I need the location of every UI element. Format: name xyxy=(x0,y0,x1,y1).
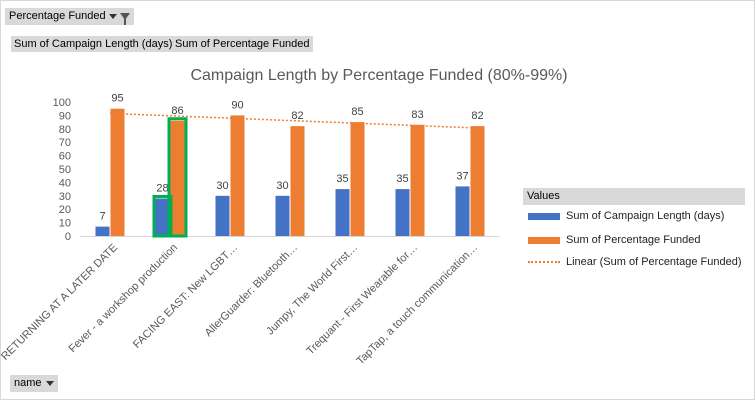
bar-campaign-length xyxy=(155,198,170,236)
y-tick-label: 70 xyxy=(59,137,71,149)
dropdown-arrow-icon xyxy=(45,381,54,386)
legend-item-linear-trend: Linear (Sum of Percentage Funded) xyxy=(528,256,742,268)
bar-campaign-length xyxy=(215,195,230,236)
report-filter-label: Percentage Funded xyxy=(9,10,106,22)
value-field-campaign-length[interactable]: Sum of Campaign Length (days) xyxy=(11,36,176,52)
bar-percentage-funded xyxy=(110,108,125,236)
bar-campaign-length xyxy=(95,226,110,236)
x-category-label: FACING EAST: New LGBT… xyxy=(131,242,240,351)
bar-percentage-funded xyxy=(290,126,305,236)
data-label: 35 xyxy=(396,173,408,185)
y-tick-label: 30 xyxy=(59,191,71,203)
bar-percentage-funded xyxy=(410,124,425,236)
legend-item-percentage-funded: Sum of Percentage Funded xyxy=(528,234,701,246)
data-label: 82 xyxy=(471,110,483,122)
x-category-label: Trequant - First Wearable for… xyxy=(304,242,420,358)
bar-percentage-funded xyxy=(470,126,485,236)
legend-swatch-dotted xyxy=(528,261,560,263)
data-label: 85 xyxy=(351,106,363,118)
legend-label: Sum of Percentage Funded xyxy=(566,234,701,246)
bar-campaign-length xyxy=(275,195,290,236)
data-label: 90 xyxy=(231,99,243,111)
chart-title: Campaign Length by Percentage Funded (80… xyxy=(190,67,567,84)
data-label: 28 xyxy=(156,182,168,194)
value-field-percentage-funded[interactable]: Sum of Percentage Funded xyxy=(172,36,313,52)
y-tick-label: 50 xyxy=(59,164,71,176)
y-tick-label: 20 xyxy=(59,204,71,216)
legend-swatch-orange xyxy=(528,236,560,244)
bar-campaign-length xyxy=(395,189,410,236)
legend-title: Values xyxy=(523,188,745,205)
y-tick-label: 80 xyxy=(59,124,71,136)
data-label: 95 xyxy=(111,93,123,105)
y-tick-label: 40 xyxy=(59,177,71,189)
selection-highlight xyxy=(167,117,188,238)
x-category-label: Fever - a workshop production xyxy=(67,242,181,356)
legend-label: Sum of Campaign Length (days) xyxy=(566,210,725,222)
x-category-label: TapTap, a touch communication… xyxy=(354,242,480,368)
bar-percentage-funded xyxy=(350,122,365,236)
data-label: 30 xyxy=(216,180,228,192)
legend-label: Linear (Sum of Percentage Funded) xyxy=(566,256,742,268)
data-label: 30 xyxy=(276,180,288,192)
y-tick-label: 60 xyxy=(59,151,71,163)
data-label: 83 xyxy=(411,109,423,121)
selection-highlight xyxy=(152,194,173,238)
legend-item-campaign-length: Sum of Campaign Length (days) xyxy=(528,210,724,222)
bar-campaign-length xyxy=(455,186,470,236)
y-tick-label: 90 xyxy=(59,110,71,122)
data-label: 82 xyxy=(291,110,303,122)
trendline xyxy=(109,112,471,129)
y-tick-label: 10 xyxy=(59,218,71,230)
bar-percentage-funded xyxy=(230,115,245,236)
y-tick-label: 0 xyxy=(65,231,71,243)
dropdown-arrow-icon xyxy=(108,14,117,19)
bar-percentage-funded xyxy=(170,120,185,236)
legend: Values Sum of Campaign Length (days) Sum… xyxy=(523,188,745,273)
data-label: 37 xyxy=(456,170,468,182)
bar-campaign-length xyxy=(335,189,350,236)
x-category-label: RETURNING AT A LATER DATE xyxy=(0,242,120,363)
data-label: 7 xyxy=(99,211,105,223)
data-label: 86 xyxy=(171,105,183,117)
legend-swatch-blue xyxy=(528,212,560,220)
filter-funnel-icon xyxy=(119,13,130,25)
report-filter-button[interactable]: Percentage Funded xyxy=(5,8,134,25)
row-field-name-button[interactable]: name xyxy=(10,375,58,392)
row-field-label: name xyxy=(14,377,42,389)
y-tick-label: 100 xyxy=(53,97,71,109)
data-label: 35 xyxy=(336,173,348,185)
